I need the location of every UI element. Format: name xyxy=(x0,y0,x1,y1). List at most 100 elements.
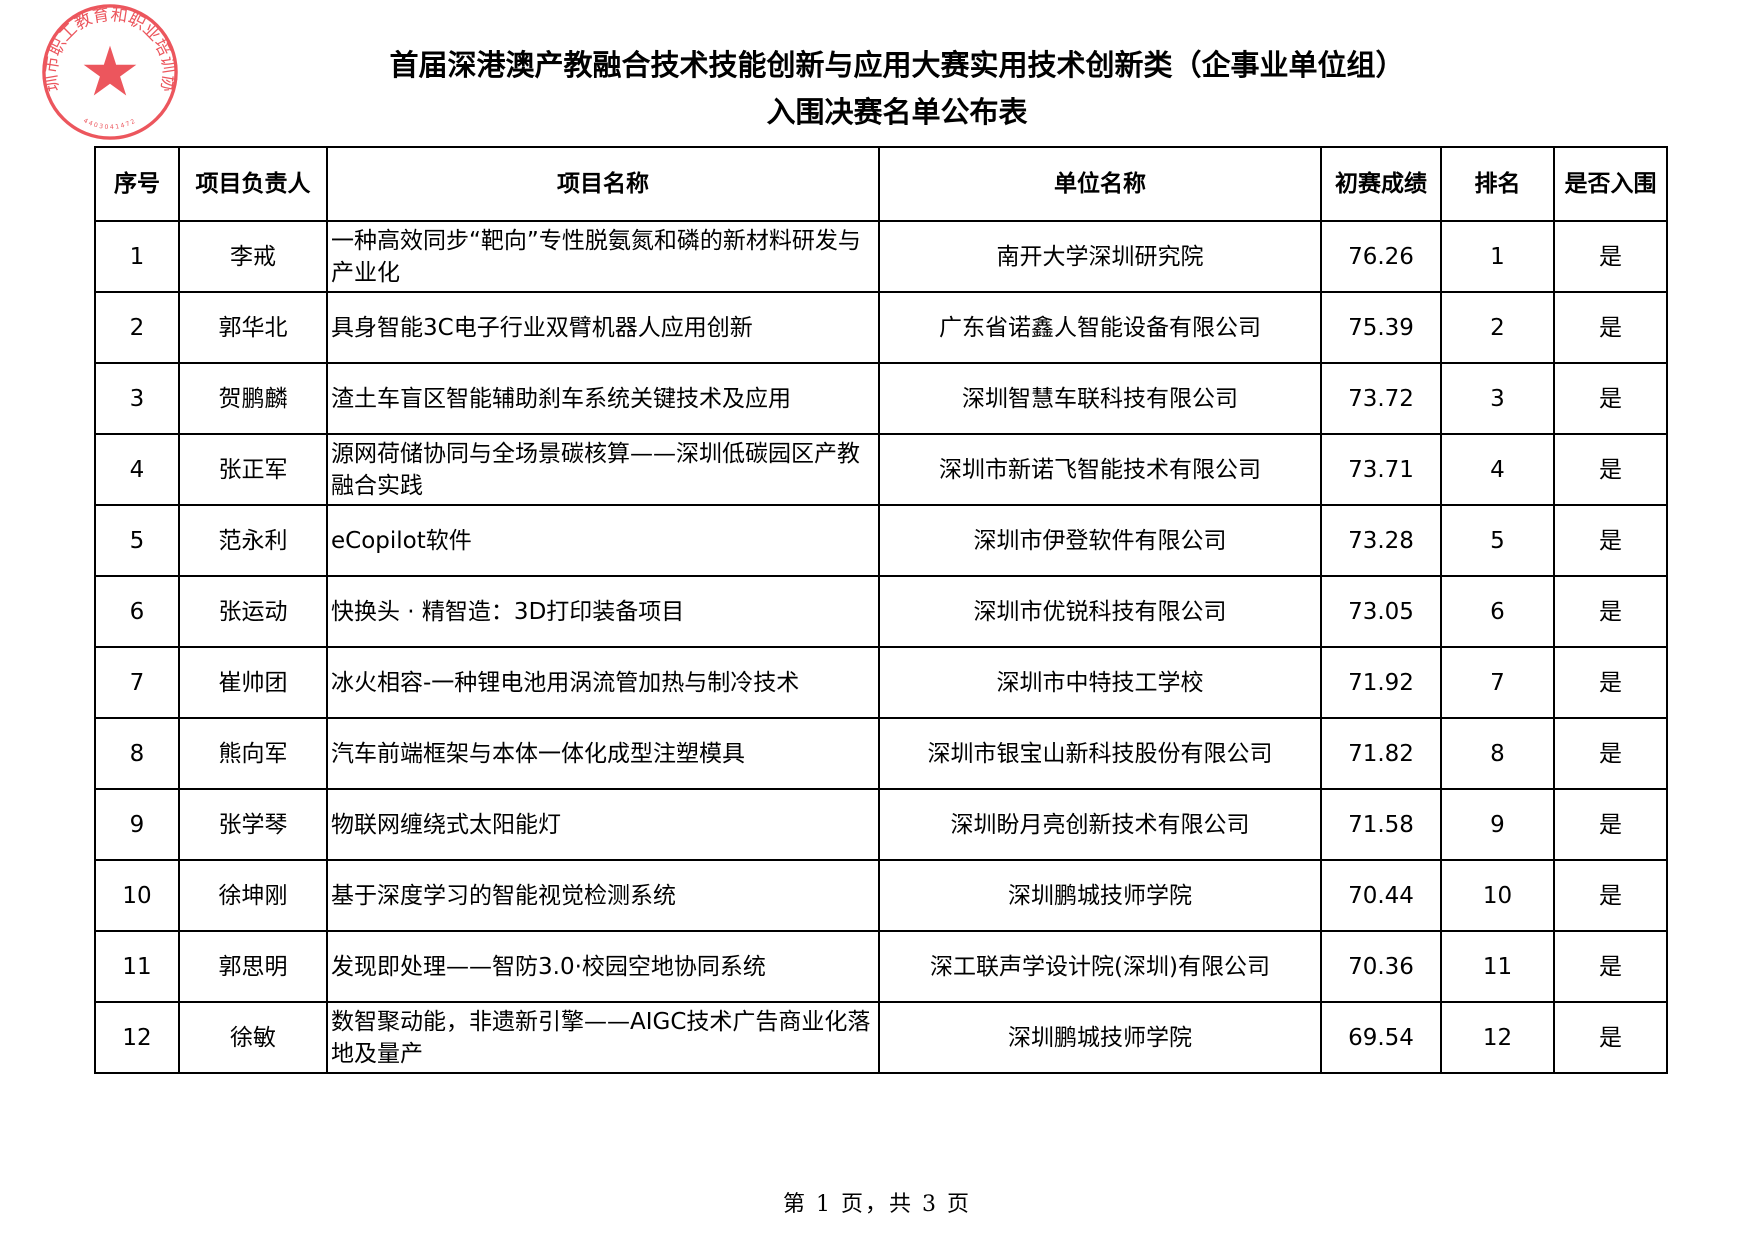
header-col-finalist: 是否入围 xyxy=(1553,146,1668,222)
table-row: 6 张运动 快换头 · 精智造：3D打印装备项目 深圳市优锐科技有限公司 73.05 6 是 xyxy=(94,575,1668,648)
cell-col-score: 71.92 xyxy=(1320,646,1442,719)
cell-col-finalist: 是 xyxy=(1553,220,1668,293)
cell-col-finalist: 是 xyxy=(1553,646,1668,719)
cell-col-organization: 深圳盼月亮创新技术有限公司 xyxy=(878,788,1322,861)
cell-col-leader: 徐坤刚 xyxy=(178,859,328,932)
cell-col-rank: 2 xyxy=(1440,291,1555,364)
cell-col-index: 5 xyxy=(94,504,180,577)
header-col-leader: 项目负责人 xyxy=(178,146,328,222)
cell-col-score: 73.71 xyxy=(1320,433,1442,506)
cell-col-rank: 7 xyxy=(1440,646,1555,719)
cell-col-leader: 郭思明 xyxy=(178,930,328,1003)
cell-col-rank: 11 xyxy=(1440,930,1555,1003)
cell-col-organization: 深圳市银宝山新科技股份有限公司 xyxy=(878,717,1322,790)
finalists-table: 序号 项目负责人 项目名称 单位名称 初赛成绩 排名 是否入围 1 李戒 一种高效同步“靶向”专… xyxy=(94,146,1668,1074)
cell-col-leader: 张正军 xyxy=(178,433,328,506)
cell-col-rank: 9 xyxy=(1440,788,1555,861)
cell-col-index: 10 xyxy=(94,859,180,932)
cell-col-leader: 熊向军 xyxy=(178,717,328,790)
cell-col-rank: 4 xyxy=(1440,433,1555,506)
cell-col-finalist: 是 xyxy=(1553,504,1668,577)
cell-col-rank: 12 xyxy=(1440,1001,1555,1074)
cell-col-index: 11 xyxy=(94,930,180,1003)
cell-col-organization: 深圳市优锐科技有限公司 xyxy=(878,575,1322,648)
cell-col-index: 8 xyxy=(94,717,180,790)
cell-col-leader: 郭华北 xyxy=(178,291,328,364)
cell-col-project: 冰火相容-一种锂电池用涡流管加热与制冷技术 xyxy=(326,646,880,719)
page-footer: 第 1 页，共 3 页 xyxy=(783,1192,971,1217)
cell-col-rank: 6 xyxy=(1440,575,1555,648)
table-row: 1 李戒 一种高效同步“靶向”专性脱氨氮和磷的新材料研发与产业化 南开大学深圳研究院 7… xyxy=(94,220,1668,293)
cell-col-leader: 徐敏 xyxy=(178,1001,328,1074)
cell-col-leader: 崔帅团 xyxy=(178,646,328,719)
cell-col-finalist: 是 xyxy=(1553,575,1668,648)
table-row: 7 崔帅团 冰火相容-一种锂电池用涡流管加热与制冷技术 深圳市中特技工学校 71.92 7… xyxy=(94,646,1668,719)
cell-col-finalist: 是 xyxy=(1553,433,1668,506)
cell-col-score: 76.26 xyxy=(1320,220,1442,293)
table-row: 3 贺鹏麟 渣土车盲区智能辅助刹车系统关键技术及应用 深圳智慧车联科技有限公司 73.7… xyxy=(94,362,1668,435)
document-title: 首届深港澳产教融合技术技能创新与应用大赛实用技术创新类（企事业单位组） xyxy=(389,48,1405,82)
cell-col-leader: 李戒 xyxy=(178,220,328,293)
cell-col-index: 9 xyxy=(94,788,180,861)
table-row: 9 张学琴 物联网缠绕式太阳能灯 深圳盼月亮创新技术有限公司 71.58 9 是 xyxy=(94,788,1668,861)
cell-col-index: 1 xyxy=(94,220,180,293)
cell-col-score: 73.28 xyxy=(1320,504,1442,577)
header-col-index: 序号 xyxy=(94,146,180,222)
cell-col-project: 快换头 · 精智造：3D打印装备项目 xyxy=(326,575,880,648)
table-row: 2 郭华北 具身智能3C电子行业双臂机器人应用创新 广东省诺鑫人智能设备有限公司 75.… xyxy=(94,291,1668,364)
cell-col-score: 75.39 xyxy=(1320,291,1442,364)
cell-col-project: 发现即处理——智防3.0·校园空地协同系统 xyxy=(326,930,880,1003)
cell-col-project: eCopilot软件 xyxy=(326,504,880,577)
table-row: 4 张正军 源网荷储协同与全场景碳核算——深圳低碳园区产教融合实践 深圳市新诺飞智能技… xyxy=(94,433,1668,506)
cell-col-finalist: 是 xyxy=(1553,291,1668,364)
cell-col-project: 汽车前端框架与本体一体化成型注塑模具 xyxy=(326,717,880,790)
cell-col-index: 4 xyxy=(94,433,180,506)
cell-col-organization: 广东省诺鑫人智能设备有限公司 xyxy=(878,291,1322,364)
cell-col-organization: 深圳鹏城技师学院 xyxy=(878,1001,1322,1074)
table-row: 10 徐坤刚 基于深度学习的智能视觉检测系统 深圳鹏城技师学院 70.44 10 是 xyxy=(94,859,1668,932)
cell-col-rank: 10 xyxy=(1440,859,1555,932)
header-col-project: 项目名称 xyxy=(326,146,880,222)
cell-col-project: 基于深度学习的智能视觉检测系统 xyxy=(326,859,880,932)
cell-col-finalist: 是 xyxy=(1553,717,1668,790)
cell-col-finalist: 是 xyxy=(1553,362,1668,435)
cell-col-index: 3 xyxy=(94,362,180,435)
header-col-score: 初赛成绩 xyxy=(1320,146,1442,222)
cell-col-score: 73.72 xyxy=(1320,362,1442,435)
cell-col-score: 71.82 xyxy=(1320,717,1442,790)
cell-col-finalist: 是 xyxy=(1553,788,1668,861)
cell-col-score: 73.05 xyxy=(1320,575,1442,648)
cell-col-finalist: 是 xyxy=(1553,930,1668,1003)
cell-col-rank: 8 xyxy=(1440,717,1555,790)
cell-col-organization: 深圳智慧车联科技有限公司 xyxy=(878,362,1322,435)
cell-col-project: 数智聚动能，非遗新引擎——AIGC技术广告商业化落地及量产 xyxy=(326,1001,880,1074)
cell-col-rank: 3 xyxy=(1440,362,1555,435)
table-row: 12 徐敏 数智聚动能，非遗新引擎——AIGC技术广告商业化落地及量产 深圳鹏城技师学… xyxy=(94,1001,1668,1074)
cell-col-leader: 张运动 xyxy=(178,575,328,648)
cell-col-leader: 张学琴 xyxy=(178,788,328,861)
document-subtitle: 入围决赛名单公布表 xyxy=(766,95,1028,129)
cell-col-index: 7 xyxy=(94,646,180,719)
table-row: 11 郭思明 发现即处理——智防3.0·校园空地协同系统 深工联声学设计院(深圳)有限… xyxy=(94,930,1668,1003)
cell-col-organization: 深圳鹏城技师学院 xyxy=(878,859,1322,932)
cell-col-finalist: 是 xyxy=(1553,1001,1668,1074)
cell-col-score: 69.54 xyxy=(1320,1001,1442,1074)
cell-col-organization: 深圳市中特技工学校 xyxy=(878,646,1322,719)
cell-col-organization: 深圳市新诺飞智能技术有限公司 xyxy=(878,433,1322,506)
table-header-row: 序号 项目负责人 项目名称 单位名称 初赛成绩 排名 是否入围 xyxy=(94,146,1668,222)
cell-col-project: 具身智能3C电子行业双臂机器人应用创新 xyxy=(326,291,880,364)
cell-col-rank: 5 xyxy=(1440,504,1555,577)
cell-col-organization: 深工联声学设计院(深圳)有限公司 xyxy=(878,930,1322,1003)
cell-col-project: 物联网缠绕式太阳能灯 xyxy=(326,788,880,861)
cell-col-project: 源网荷储协同与全场景碳核算——深圳低碳园区产教融合实践 xyxy=(326,433,880,506)
cell-col-finalist: 是 xyxy=(1553,859,1668,932)
cell-col-index: 2 xyxy=(94,291,180,364)
cell-col-organization: 南开大学深圳研究院 xyxy=(878,220,1322,293)
header-col-rank: 排名 xyxy=(1440,146,1555,222)
table-row: 8 熊向军 汽车前端框架与本体一体化成型注塑模具 深圳市银宝山新科技股份有限公司 71.… xyxy=(94,717,1668,790)
cell-col-index: 6 xyxy=(94,575,180,648)
table-row: 5 范永利 eCopilot软件 深圳市伊登软件有限公司 73.28 5 是 xyxy=(94,504,1668,577)
header-col-organization: 单位名称 xyxy=(878,146,1322,222)
cell-col-leader: 贺鹏麟 xyxy=(178,362,328,435)
cell-col-index: 12 xyxy=(94,1001,180,1074)
